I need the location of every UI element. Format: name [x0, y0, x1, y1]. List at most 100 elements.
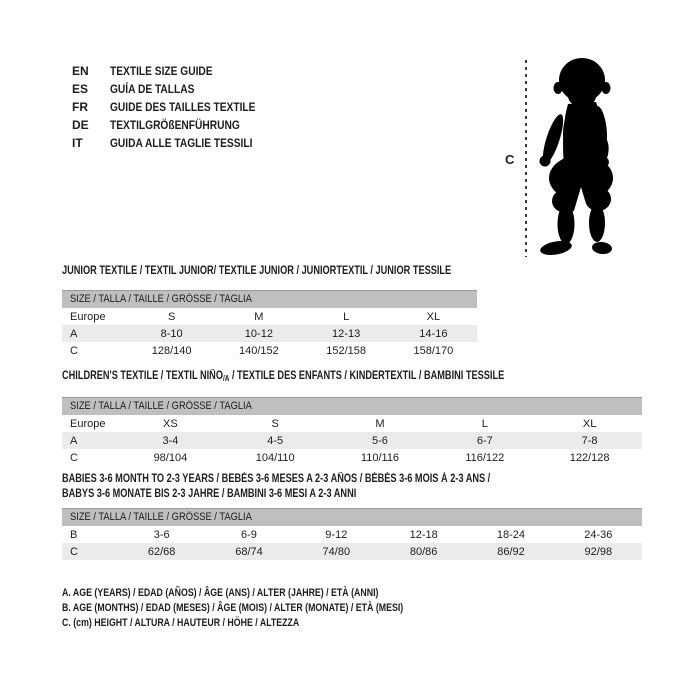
section-babies-textile: BABIES 3-6 MONTH TO 2-3 YEARS / BEBÉS 3-…	[62, 472, 642, 560]
size-value-cell: 104/110	[255, 451, 295, 464]
language-code: IT	[72, 136, 83, 150]
row-label-cell: C	[70, 344, 78, 357]
size-value-cell: 12-13	[302, 325, 390, 342]
row-label-cell: C	[62, 543, 118, 560]
size-value-cell: 9-12	[325, 528, 348, 541]
size-value-cell: 5-6	[327, 432, 433, 449]
section-title: JUNIOR TEXTILE / TEXTIL JUNIOR/ TEXTILE …	[62, 264, 477, 279]
language-code: FR	[72, 100, 88, 114]
size-value-cell: 92/98	[554, 543, 642, 560]
subscript-text: /A	[222, 374, 230, 383]
height-measure-label: C	[505, 152, 515, 167]
size-value-cell: 68/74	[205, 543, 293, 560]
height-measure-figure: C	[499, 56, 639, 260]
size-value-cell: 18-24	[496, 528, 526, 541]
size-header-label: SIZE / TALLA / TAILLE / GRÖSSE / TAGLIA	[70, 400, 252, 412]
row-label-cell: Europe	[70, 417, 106, 430]
language-title: GUIDE DES TAILLES TEXTILE	[110, 100, 256, 114]
language-title: GUÍA DE TALLAS	[110, 82, 195, 96]
section-junior-textile: JUNIOR TEXTILE / TEXTIL JUNIOR/ TEXTILE …	[62, 264, 477, 359]
size-value-cell: 140/152	[238, 344, 279, 357]
row-label-cell: A	[62, 432, 118, 449]
section-title-text: JUNIOR TEXTILE / TEXTIL JUNIOR/ TEXTILE …	[62, 265, 452, 277]
section-title: BABIES 3-6 MONTH TO 2-3 YEARS / BEBÉS 3-…	[62, 472, 642, 502]
size-value-cell: 14-16	[389, 325, 477, 342]
size-value-cell: 24-36	[584, 528, 613, 541]
section-title-text: CHILDREN'S TEXTILE / TEXTIL NIÑO/A / TEX…	[62, 370, 505, 383]
table-row: A 8-10 10-12 12-13 14-16	[62, 325, 477, 342]
language-code: EN	[72, 64, 89, 78]
table-row: Europe S M L XL	[62, 308, 477, 325]
section-childrens-textile: CHILDREN'S TEXTILE / TEXTIL NIÑO/A / TEX…	[62, 369, 642, 466]
language-code: ES	[72, 82, 89, 96]
footnote-text: B. AGE (MONTHS) / EDAD (MESES) / ÂGE (MO…	[62, 602, 404, 614]
size-value-cell: XS	[163, 417, 178, 430]
size-value-cell: 110/116	[360, 451, 400, 464]
size-value-cell: 6-9	[241, 528, 257, 541]
table-row: C 62/68 68/74 74/80 80/86 86/92 92/98	[62, 543, 642, 560]
size-value-cell: 7-8	[537, 432, 642, 449]
language-code: DE	[72, 118, 89, 132]
size-value-cell: S	[271, 417, 279, 430]
size-header-label: SIZE / TALLA / TAILLE / GRÖSSE / TAGLIA	[70, 293, 252, 305]
footnote-text: A. AGE (YEARS) / EDAD (AÑOS) / ÂGE (ANS)…	[62, 587, 379, 599]
footnote-c: C. (cm) HEIGHT / ALTURA / HAUTEUR / HÖHE…	[62, 616, 489, 631]
language-row-es: ES GUÍA DE TALLAS	[72, 80, 281, 98]
size-value-cell: 122/128	[569, 451, 610, 464]
size-value-cell: 74/80	[292, 543, 380, 560]
size-value-cell: XL	[582, 417, 597, 430]
section-title-line-2: BABYS 3-6 MONATE BIS 2-3 JAHRE / BAMBINI…	[62, 488, 357, 500]
table-row: A 3-4 4-5 5-6 6-7 7-8	[62, 432, 642, 449]
footnote-legend: A. AGE (YEARS) / EDAD (AÑOS) / ÂGE (ANS)…	[62, 586, 489, 631]
language-title: TEXTILE SIZE GUIDE	[110, 64, 213, 78]
row-label-cell: Europe	[70, 310, 106, 323]
size-value-cell: 86/92	[467, 543, 555, 560]
row-label-cell: A	[62, 325, 128, 342]
row-label-cell: B	[70, 528, 78, 541]
babies-size-table: B 3-6 6-9 9-12 12-18 18-24 24-36 C 62/68 68/74 74/…	[62, 526, 642, 560]
language-title: TEXTILGRÖßENFÜHRUNG	[110, 118, 240, 132]
footnote-text: C. (cm) HEIGHT / ALTURA / HAUTEUR / HÖHE…	[62, 617, 300, 629]
footnote-b: B. AGE (MONTHS) / EDAD (MESES) / ÂGE (MO…	[62, 601, 489, 616]
row-label-cell: C	[70, 451, 78, 464]
table-row: C 128/140 140/152 152/158 158/170	[62, 342, 477, 359]
section-title: CHILDREN'S TEXTILE / TEXTIL NIÑO/A / TEX…	[62, 369, 642, 386]
language-row-it: IT GUIDA ALLE TAGLIE TESSILI	[72, 134, 281, 152]
junior-size-table: Europe S M L XL A 8-10 10-12 12-13 14-16 C 128/140 1…	[62, 308, 477, 359]
size-value-cell: 3-4	[118, 432, 223, 449]
table-row: Europe XS S M L XL	[62, 415, 642, 432]
language-row-en: EN TEXTILE SIZE GUIDE	[72, 62, 281, 80]
size-value-cell: 116/122	[465, 451, 505, 464]
size-value-cell: 3-6	[153, 528, 170, 541]
size-value-cell: 10-12	[215, 325, 303, 342]
size-header-bar: SIZE / TALLA / TAILLE / GRÖSSE / TAGLIA	[62, 508, 642, 526]
size-value-cell: 4-5	[222, 432, 328, 449]
language-title: GUIDA ALLE TAGLIE TESSILI	[110, 136, 253, 150]
size-value-cell: S	[167, 310, 176, 323]
size-value-cell: 98/104	[153, 451, 188, 464]
section-title-line-1: BABIES 3-6 MONTH TO 2-3 YEARS / BEBÉS 3-…	[62, 473, 491, 485]
toddler-silhouette-icon	[539, 58, 613, 255]
height-dashed-line	[525, 60, 527, 257]
size-value-cell: 62/68	[118, 543, 206, 560]
size-value-cell: L	[343, 310, 350, 323]
size-value-cell: XL	[426, 310, 441, 323]
size-value-cell: 6-7	[432, 432, 538, 449]
language-row-fr: FR GUIDE DES TAILLES TEXTILE	[72, 98, 281, 116]
table-row: B 3-6 6-9 9-12 12-18 18-24 24-36	[62, 526, 642, 543]
language-row-de: DE TEXTILGRÖßENFÜHRUNG	[72, 116, 281, 134]
size-header-bar: SIZE / TALLA / TAILLE / GRÖSSE / TAGLIA	[62, 290, 477, 308]
size-value-cell: 128/140	[151, 344, 192, 357]
table-row: C 98/104 104/110 110/116 116/122 122/128	[62, 449, 642, 466]
size-value-cell: M	[375, 417, 385, 430]
language-title-list: EN TEXTILE SIZE GUIDE ES GUÍA DE TALLAS FR…	[72, 62, 281, 152]
childrens-size-table: Europe XS S M L XL A 3-4 4-5 5-6 6-7 7-8 C 98/104 104/…	[62, 415, 642, 466]
size-value-cell: 80/86	[379, 543, 468, 560]
size-header-bar: SIZE / TALLA / TAILLE / GRÖSSE / TAGLIA	[62, 397, 642, 415]
size-value-cell: 152/158	[326, 344, 366, 357]
size-value-cell: 12-18	[409, 528, 438, 541]
size-value-cell: L	[481, 417, 488, 430]
size-header-label: SIZE / TALLA / TAILLE / GRÖSSE / TAGLIA	[70, 511, 252, 523]
footnote-a: A. AGE (YEARS) / EDAD (AÑOS) / ÂGE (ANS)…	[62, 586, 489, 601]
size-value-cell: 158/170	[413, 344, 454, 357]
